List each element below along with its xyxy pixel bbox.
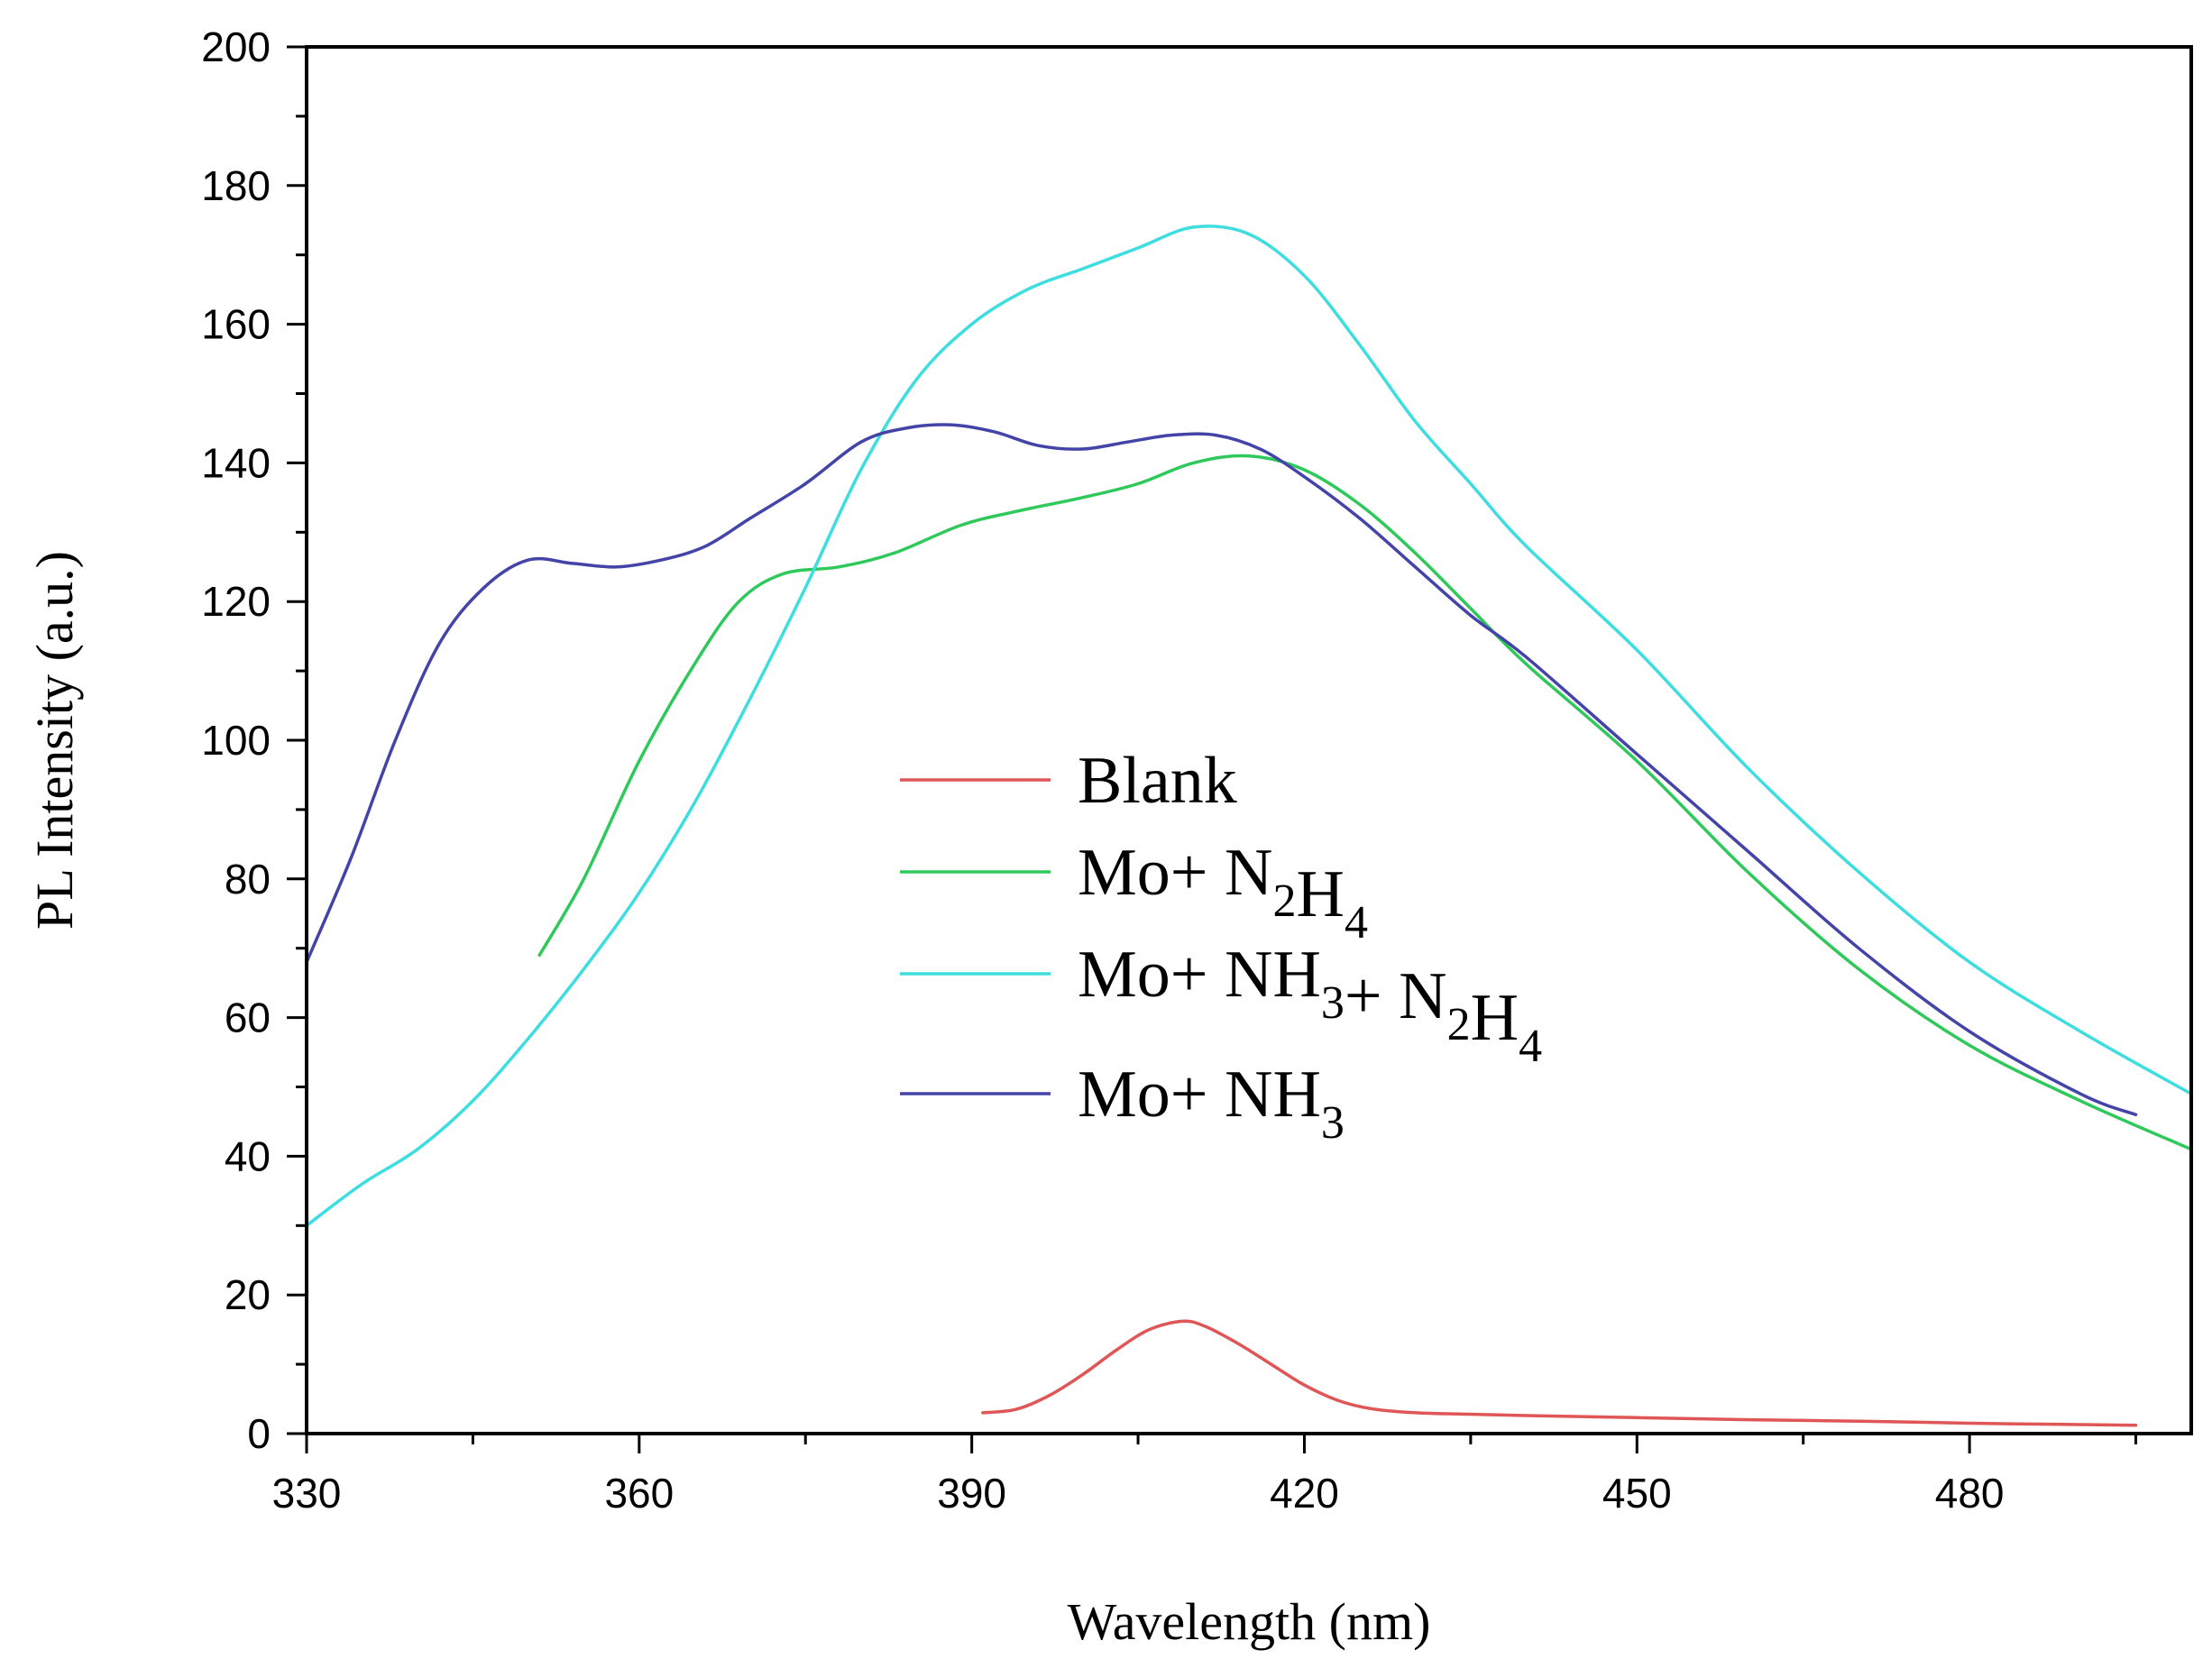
legend-label-text: Mo+ NH	[1078, 938, 1321, 1012]
x-tick-label: 450	[1602, 1470, 1672, 1517]
y-tick-label: 0	[247, 1410, 271, 1457]
legend-label-0: Blank	[1078, 744, 1237, 818]
legend-label-text: Mo+ NH	[1078, 1058, 1321, 1132]
legend-label-2: Mo+ NH3+ N2H4	[1078, 938, 1542, 1072]
y-tick-label: 60	[225, 994, 271, 1041]
legend-label-text: Blank	[1078, 744, 1237, 818]
series-line-0	[981, 1319, 2138, 1427]
plot-area	[305, 225, 2193, 1427]
y-axis-title: PL Intensity (a.u.)	[25, 551, 84, 930]
series-line-1	[537, 454, 2193, 1151]
legend-label-subscript: 4	[1345, 897, 1368, 949]
legend-label-subscript: 3	[1321, 1097, 1345, 1149]
y-tick-label: 160	[201, 301, 271, 348]
x-tick-label: 330	[272, 1470, 342, 1517]
y-tick-label: 40	[225, 1132, 271, 1179]
legend-label-subscript: 3	[1321, 977, 1345, 1029]
x-tick-label: 390	[937, 1470, 1006, 1517]
legend-label-text: + N	[1345, 959, 1447, 1033]
legend-label-text: H	[1471, 981, 1519, 1055]
y-tick-label: 140	[201, 439, 271, 486]
series-line-3	[305, 423, 2138, 1117]
y-tick-label: 20	[225, 1271, 271, 1318]
legend-label-subscript: 4	[1519, 1021, 1542, 1072]
plot-frame	[305, 45, 2193, 1435]
x-tick-label: 480	[1935, 1470, 2005, 1517]
x-tick-label: 420	[1270, 1470, 1339, 1517]
legend-label-text: Mo+ N	[1078, 836, 1272, 910]
y-tick-label: 80	[225, 856, 271, 903]
legend-label-text: H	[1296, 857, 1344, 931]
legend-label-1: Mo+ N2H4	[1078, 836, 1368, 949]
y-tick-label: 180	[201, 162, 271, 209]
legend-label-subscript: 2	[1447, 999, 1471, 1050]
legend-label-3: Mo+ NH3	[1078, 1058, 1345, 1149]
axes: 330 360 390 420 450 480 0 20 40 60 80 100 120 140 160 1…	[201, 23, 2138, 1517]
series-line-2	[305, 225, 2193, 1228]
y-tick-label: 100	[201, 717, 271, 764]
y-tick-label: 200	[201, 23, 271, 70]
legend-label-subscript: 2	[1272, 875, 1296, 927]
x-axis-title: Wavelength (nm)	[1068, 1592, 1431, 1651]
y-tick-label: 120	[201, 578, 271, 625]
x-tick-label: 360	[604, 1470, 674, 1517]
